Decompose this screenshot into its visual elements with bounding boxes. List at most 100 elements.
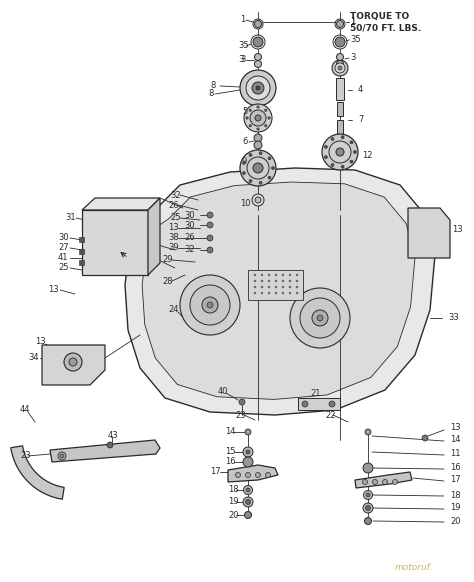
Text: 19: 19 — [228, 498, 238, 506]
Circle shape — [335, 37, 345, 47]
Circle shape — [265, 473, 271, 477]
Circle shape — [249, 154, 252, 157]
Circle shape — [207, 247, 213, 253]
Circle shape — [365, 517, 372, 524]
Circle shape — [268, 274, 270, 276]
Text: 4: 4 — [358, 86, 363, 94]
Circle shape — [373, 480, 377, 484]
Text: 1: 1 — [350, 17, 355, 27]
Text: 32: 32 — [170, 190, 181, 200]
Polygon shape — [82, 198, 160, 210]
Circle shape — [332, 60, 348, 76]
Text: 5: 5 — [242, 108, 247, 116]
Circle shape — [317, 315, 323, 321]
Circle shape — [275, 292, 277, 294]
Circle shape — [207, 222, 213, 228]
Text: 27: 27 — [58, 243, 69, 253]
Text: 18: 18 — [450, 491, 461, 499]
Circle shape — [107, 442, 113, 448]
Circle shape — [289, 286, 291, 288]
Circle shape — [253, 37, 263, 47]
Polygon shape — [148, 198, 160, 275]
Circle shape — [337, 54, 344, 61]
Circle shape — [350, 160, 353, 163]
Circle shape — [240, 150, 276, 186]
Circle shape — [324, 155, 328, 159]
Text: 23: 23 — [20, 452, 31, 460]
Circle shape — [296, 274, 298, 276]
Text: 20: 20 — [228, 510, 238, 520]
Text: 15: 15 — [225, 448, 236, 456]
Circle shape — [249, 125, 251, 127]
Text: 14: 14 — [450, 435, 461, 445]
Text: 26: 26 — [184, 233, 195, 243]
Circle shape — [282, 280, 284, 282]
Circle shape — [261, 286, 263, 288]
Circle shape — [363, 463, 373, 473]
Text: 13: 13 — [168, 223, 179, 232]
Circle shape — [246, 450, 250, 454]
Circle shape — [202, 297, 218, 313]
Text: 40: 40 — [218, 388, 228, 396]
Circle shape — [246, 499, 250, 505]
Circle shape — [207, 235, 213, 241]
Text: 1: 1 — [240, 16, 245, 24]
Circle shape — [261, 292, 263, 294]
Text: 21: 21 — [310, 389, 320, 398]
Text: 30: 30 — [184, 221, 195, 229]
Circle shape — [250, 110, 266, 126]
Text: 33: 33 — [448, 314, 459, 322]
Circle shape — [245, 512, 252, 519]
Circle shape — [331, 137, 334, 140]
Text: 13: 13 — [452, 225, 463, 235]
Polygon shape — [355, 472, 412, 488]
Circle shape — [253, 163, 263, 173]
Circle shape — [249, 109, 251, 111]
Circle shape — [296, 280, 298, 282]
Circle shape — [365, 506, 371, 510]
Circle shape — [363, 480, 367, 484]
Polygon shape — [142, 182, 415, 399]
Text: 39: 39 — [168, 243, 179, 253]
Polygon shape — [82, 210, 148, 275]
Text: 23: 23 — [235, 410, 246, 420]
Circle shape — [69, 358, 77, 366]
Text: 12: 12 — [362, 151, 373, 159]
Circle shape — [259, 181, 262, 184]
Circle shape — [337, 20, 344, 27]
Circle shape — [272, 166, 274, 169]
Polygon shape — [42, 345, 105, 385]
Circle shape — [246, 488, 250, 492]
Polygon shape — [125, 168, 435, 415]
Circle shape — [329, 141, 351, 163]
Bar — [79, 249, 84, 254]
Circle shape — [180, 275, 240, 335]
Circle shape — [329, 401, 335, 407]
Circle shape — [239, 399, 245, 405]
Circle shape — [296, 292, 298, 294]
Text: 14: 14 — [225, 428, 236, 436]
Text: 3: 3 — [350, 54, 356, 62]
Circle shape — [244, 485, 253, 495]
Circle shape — [275, 274, 277, 276]
Text: 32: 32 — [184, 246, 195, 254]
Circle shape — [289, 292, 291, 294]
Circle shape — [282, 286, 284, 288]
Circle shape — [58, 452, 66, 460]
Circle shape — [60, 454, 64, 458]
Circle shape — [383, 480, 388, 484]
Circle shape — [207, 302, 213, 308]
Text: 31: 31 — [65, 214, 76, 222]
Text: 13: 13 — [450, 424, 461, 432]
Text: 28: 28 — [162, 278, 173, 286]
Circle shape — [240, 70, 276, 106]
Circle shape — [254, 286, 256, 288]
Polygon shape — [11, 446, 64, 499]
Circle shape — [275, 280, 277, 282]
Circle shape — [302, 401, 308, 407]
Circle shape — [236, 473, 240, 477]
Circle shape — [246, 117, 248, 119]
Circle shape — [264, 125, 267, 127]
Text: 1: 1 — [350, 17, 355, 27]
Bar — [248, 270, 303, 300]
